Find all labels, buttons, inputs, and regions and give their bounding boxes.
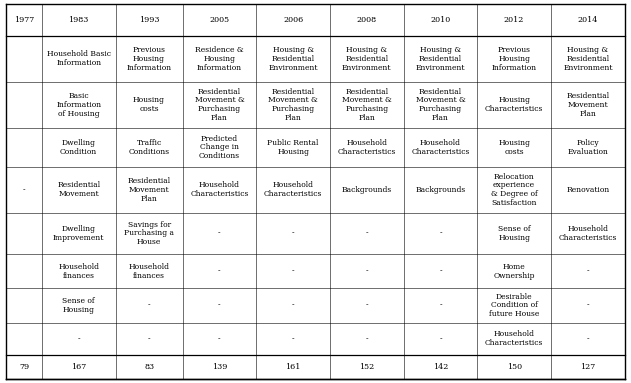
- Text: Traffic
Conditions: Traffic Conditions: [129, 139, 170, 156]
- Text: Housing
Characteristics: Housing Characteristics: [485, 97, 543, 113]
- Text: -: -: [587, 301, 589, 309]
- Text: -: -: [365, 335, 368, 343]
- Text: Renovation: Renovation: [566, 186, 610, 194]
- Text: Housing
costs: Housing costs: [133, 97, 165, 113]
- Text: 1993: 1993: [139, 16, 159, 24]
- Text: Housing &
Residential
Environment: Housing & Residential Environment: [563, 46, 613, 72]
- Text: Housing
costs: Housing costs: [498, 139, 530, 156]
- Text: -: -: [587, 335, 589, 343]
- Text: 2010: 2010: [430, 16, 451, 24]
- Text: -: -: [292, 301, 295, 309]
- Text: Household
Characteristics: Household Characteristics: [191, 182, 249, 198]
- Text: 1977: 1977: [14, 16, 34, 24]
- Text: -: -: [439, 335, 442, 343]
- Text: Previous
Housing
Information: Previous Housing Information: [126, 46, 172, 72]
- Text: 142: 142: [433, 363, 448, 371]
- Text: Housing &
Residential
Environment: Housing & Residential Environment: [268, 46, 318, 72]
- Text: Policy
Evaluation: Policy Evaluation: [567, 139, 608, 156]
- Text: Sense of
Housing: Sense of Housing: [498, 225, 531, 242]
- Text: Residence &
Housing
Information: Residence & Housing Information: [195, 46, 244, 72]
- Text: -: -: [292, 229, 295, 237]
- Text: 2014: 2014: [577, 16, 598, 24]
- Text: Basic
Information
of Housing: Basic Information of Housing: [56, 92, 101, 118]
- Text: Residential
Movement
Plan: Residential Movement Plan: [127, 177, 170, 203]
- Text: 79: 79: [19, 363, 29, 371]
- Text: 2006: 2006: [283, 16, 304, 24]
- Text: -: -: [439, 267, 442, 275]
- Text: 152: 152: [359, 363, 374, 371]
- Text: 127: 127: [581, 363, 596, 371]
- Text: -: -: [439, 229, 442, 237]
- Text: Residential
Movement &
Purchasing
Plan: Residential Movement & Purchasing Plan: [342, 88, 392, 122]
- Text: 2008: 2008: [357, 16, 377, 24]
- Text: Residential
Movement &
Purchasing
Plan: Residential Movement & Purchasing Plan: [268, 88, 318, 122]
- Text: Household
Characteristics: Household Characteristics: [338, 139, 396, 156]
- Text: -: -: [218, 301, 221, 309]
- Text: Housing &
Residential
Environment: Housing & Residential Environment: [416, 46, 465, 72]
- Text: Backgrounds: Backgrounds: [342, 186, 392, 194]
- Text: 83: 83: [144, 363, 154, 371]
- Text: Household
Characteristics: Household Characteristics: [485, 331, 543, 347]
- Text: Relocation
experience
& Degree of
Satisfaction: Relocation experience & Degree of Satisf…: [491, 173, 538, 207]
- Text: Household
Characteristics: Household Characteristics: [558, 225, 617, 242]
- Text: -: -: [218, 335, 221, 343]
- Text: 1983: 1983: [69, 16, 89, 24]
- Text: -: -: [365, 267, 368, 275]
- Text: Residential
Movement
Plan: Residential Movement Plan: [566, 92, 610, 118]
- Text: Household
Characteristics: Household Characteristics: [411, 139, 469, 156]
- Text: -: -: [365, 301, 368, 309]
- Text: Previous
Housing
Information: Previous Housing Information: [492, 46, 537, 72]
- Text: Public Rental
Housing: Public Rental Housing: [268, 139, 319, 156]
- Text: -: -: [218, 229, 221, 237]
- Text: -: -: [148, 335, 150, 343]
- Text: Household
finances: Household finances: [129, 263, 170, 280]
- Text: Sense of
Housing: Sense of Housing: [62, 297, 95, 314]
- Text: Predicted
Change in
Conditions: Predicted Change in Conditions: [199, 134, 240, 160]
- Text: -: -: [23, 186, 25, 194]
- Text: -: -: [292, 267, 295, 275]
- Text: Dwelling
Condition: Dwelling Condition: [60, 139, 97, 156]
- Text: 139: 139: [212, 363, 227, 371]
- Text: -: -: [292, 335, 295, 343]
- Text: 161: 161: [285, 363, 301, 371]
- Text: 2012: 2012: [504, 16, 524, 24]
- Text: -: -: [78, 335, 80, 343]
- Text: -: -: [218, 267, 221, 275]
- Text: Household Basic
Information: Household Basic Information: [47, 51, 110, 67]
- Text: Housing &
Residential
Environment: Housing & Residential Environment: [342, 46, 392, 72]
- Text: 2005: 2005: [209, 16, 230, 24]
- Text: Desirable
Condition of
future House: Desirable Condition of future House: [489, 293, 540, 318]
- Text: Home
Ownership: Home Ownership: [493, 263, 535, 280]
- Text: Backgrounds: Backgrounds: [415, 186, 466, 194]
- Text: Household
finances: Household finances: [58, 263, 99, 280]
- Text: Dwelling
Improvement: Dwelling Improvement: [53, 225, 104, 242]
- Text: -: -: [365, 229, 368, 237]
- Text: 167: 167: [71, 363, 86, 371]
- Text: Residential
Movement: Residential Movement: [57, 182, 100, 198]
- Text: Residential
Movement &
Purchasing
Plan: Residential Movement & Purchasing Plan: [194, 88, 244, 122]
- Text: Savings for
Purchasing a
House: Savings for Purchasing a House: [124, 221, 174, 246]
- Text: Residential
Movement &
Purchasing
Plan: Residential Movement & Purchasing Plan: [416, 88, 466, 122]
- Text: -: -: [148, 301, 150, 309]
- Text: -: -: [439, 301, 442, 309]
- Text: 150: 150: [507, 363, 522, 371]
- Text: -: -: [587, 267, 589, 275]
- Text: Household
Characteristics: Household Characteristics: [264, 182, 322, 198]
